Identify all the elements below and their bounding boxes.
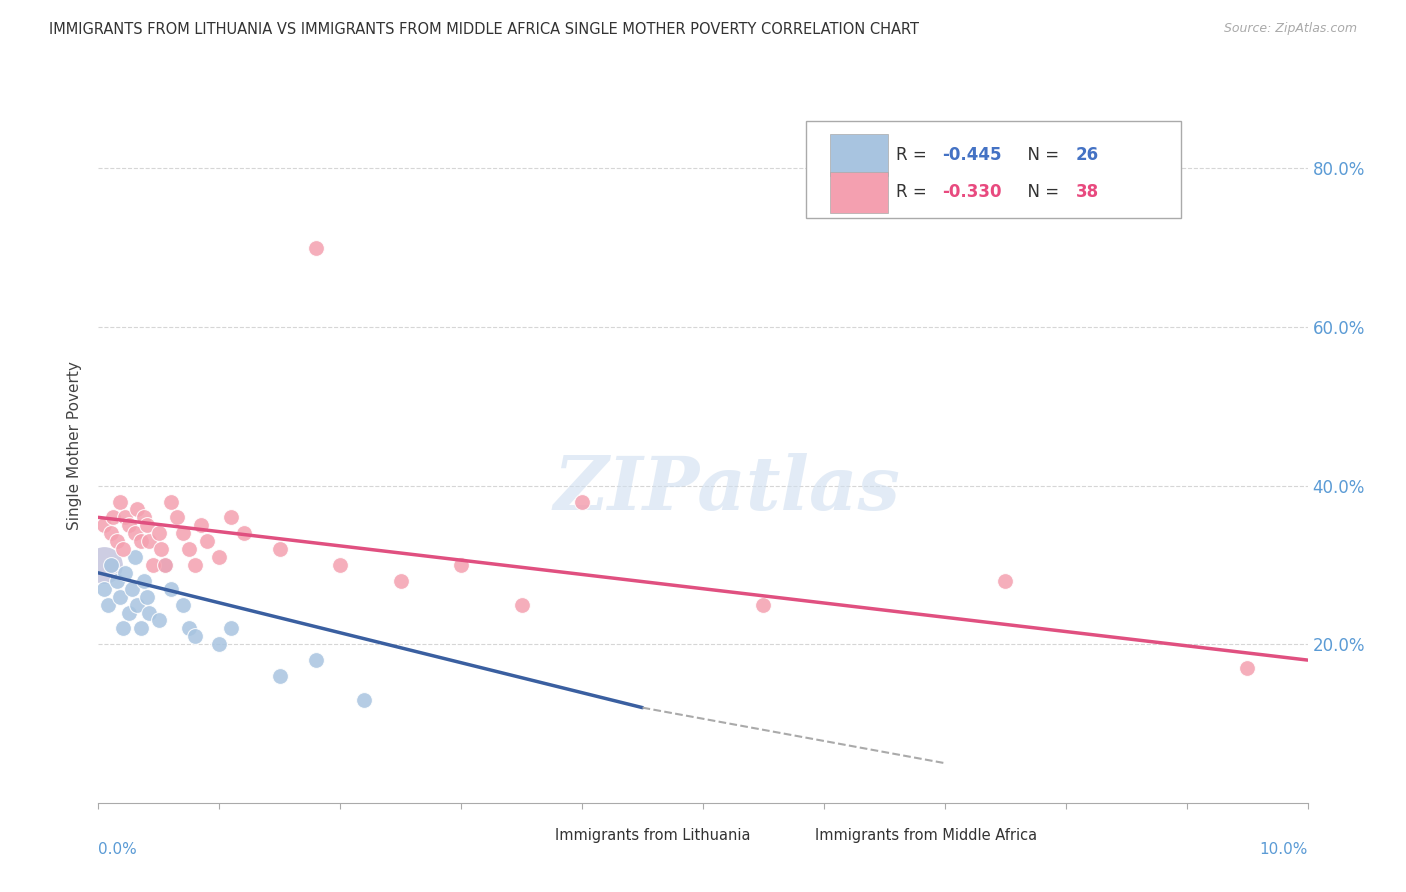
Point (134, 510, 156, 524)
Point (160, 494, 183, 508)
Text: N =: N = (1018, 145, 1064, 164)
Point (118, 518, 141, 533)
Point (111, 542, 134, 557)
Point (114, 510, 136, 524)
Point (994, 574, 1017, 588)
Point (105, 534, 128, 549)
Point (1236, 661, 1258, 675)
Point (100, 558, 122, 572)
Point (329, 558, 352, 572)
Y-axis label: Single Mother Poverty: Single Mother Poverty (67, 361, 83, 531)
Point (450, 558, 472, 572)
Point (93, 582, 115, 596)
Point (138, 606, 160, 620)
Point (269, 669, 291, 683)
Point (179, 621, 201, 635)
Point (101, 510, 124, 524)
Point (195, 534, 218, 549)
Point (208, 549, 231, 564)
Point (353, 692, 375, 706)
Text: Source: ZipAtlas.com: Source: ZipAtlas.com (1223, 22, 1357, 36)
Point (105, 574, 128, 588)
Point (166, 510, 188, 524)
Point (269, 542, 291, 557)
Point (148, 614, 170, 628)
Point (93, 518, 115, 533)
Point (172, 526, 194, 541)
Text: 0.0%: 0.0% (98, 842, 138, 857)
Point (138, 534, 160, 549)
Point (184, 558, 207, 572)
Point (129, 621, 152, 635)
Text: -0.445: -0.445 (942, 145, 1002, 164)
Point (389, 574, 412, 588)
Text: R =: R = (897, 145, 932, 164)
Point (118, 606, 141, 620)
Point (160, 582, 183, 596)
Text: 10.0%: 10.0% (1260, 842, 1308, 857)
Point (571, 494, 593, 508)
Point (93, 558, 115, 572)
Point (190, 518, 212, 533)
Point (114, 566, 136, 580)
Point (135, 518, 157, 533)
Point (179, 542, 201, 557)
Point (752, 598, 775, 612)
Point (150, 542, 173, 557)
FancyBboxPatch shape (830, 134, 889, 176)
Point (129, 534, 152, 549)
Point (124, 526, 146, 541)
Point (142, 558, 165, 572)
Point (108, 494, 131, 508)
Text: 38: 38 (1076, 184, 1098, 202)
Point (108, 590, 131, 604)
Text: R =: R = (897, 184, 932, 202)
Bar (509, 824, 543, 849)
Point (221, 621, 243, 635)
Point (208, 637, 231, 651)
Text: Immigrants from Lithuania: Immigrants from Lithuania (555, 828, 751, 843)
Text: Immigrants from Middle Africa: Immigrants from Middle Africa (815, 828, 1038, 843)
Point (153, 558, 176, 572)
Point (153, 558, 176, 572)
Text: -0.330: -0.330 (942, 184, 1002, 202)
Point (111, 621, 134, 635)
Bar (769, 824, 803, 849)
Point (172, 598, 194, 612)
Point (100, 526, 122, 541)
Point (97, 598, 120, 612)
Point (127, 502, 149, 516)
Point (232, 526, 254, 541)
Point (305, 241, 328, 255)
FancyBboxPatch shape (830, 171, 889, 213)
Text: N =: N = (1018, 184, 1064, 202)
Text: IMMIGRANTS FROM LITHUANIA VS IMMIGRANTS FROM MIDDLE AFRICA SINGLE MOTHER POVERTY: IMMIGRANTS FROM LITHUANIA VS IMMIGRANTS … (49, 22, 920, 37)
Point (135, 590, 157, 604)
Point (121, 582, 143, 596)
Point (221, 510, 243, 524)
Point (184, 629, 207, 643)
Point (127, 598, 149, 612)
Text: ZIPatlas: ZIPatlas (554, 452, 901, 525)
Point (510, 598, 533, 612)
Text: 26: 26 (1076, 145, 1098, 164)
Point (305, 653, 328, 667)
Point (124, 549, 146, 564)
Point (134, 574, 156, 588)
Point (148, 526, 170, 541)
FancyBboxPatch shape (806, 121, 1181, 218)
